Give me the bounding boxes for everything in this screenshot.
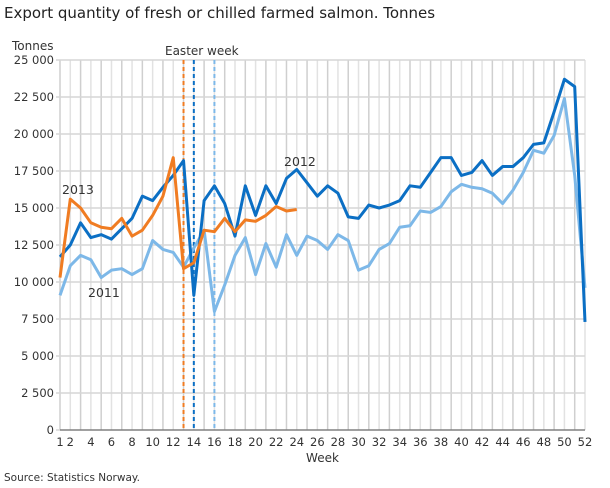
x-tick-label: 30 (351, 435, 366, 449)
y-tick-label: 15 000 (14, 201, 54, 215)
x-tick-label: 36 (413, 435, 428, 449)
y-tick-label: 2 500 (21, 386, 54, 400)
y-tick-label: 17 500 (14, 164, 54, 178)
y-axis-label: Tonnes (11, 39, 53, 53)
x-tick-label: 42 (475, 435, 490, 449)
source-note: Source: Statistics Norway. (4, 472, 140, 484)
x-tick-label: 32 (372, 435, 387, 449)
series-line-2013 (58, 156, 297, 278)
x-tick-label: 4 (87, 435, 94, 449)
y-tick-label: 7 500 (21, 312, 54, 326)
x-tick-label: 10 (145, 435, 160, 449)
series-label-2013: 2013 (62, 182, 94, 197)
y-tick-label: 10 000 (14, 275, 54, 289)
x-tick-label: 22 (269, 435, 284, 449)
series-line-2011 (58, 96, 587, 314)
chart-title: Export quantity of fresh or chilled farm… (4, 4, 436, 22)
y-tick-label: 0 (47, 423, 54, 437)
x-tick-label: 18 (228, 435, 243, 449)
series-label-2011: 2011 (88, 285, 120, 300)
x-tick-label: 34 (392, 435, 407, 449)
x-tick-label: 48 (537, 435, 552, 449)
x-tick-label: 8 (128, 435, 135, 449)
x-tick-label: 52 (578, 435, 593, 449)
x-tick-label: 14 (187, 435, 202, 449)
x-tick-label: 2 (67, 435, 74, 449)
y-tick-label: 5 000 (21, 349, 54, 363)
x-tick-label: 46 (516, 435, 531, 449)
y-tick-label: 20 000 (14, 127, 54, 141)
y-tick-label: 25 000 (14, 53, 54, 67)
x-tick-label: 20 (248, 435, 263, 449)
x-tick-label: 6 (108, 435, 115, 449)
x-tick-label: 26 (310, 435, 325, 449)
x-tick-label: 44 (495, 435, 510, 449)
series-line-2012 (58, 77, 587, 323)
y-tick-label: 12 500 (14, 238, 54, 252)
x-tick-label: 50 (557, 435, 572, 449)
x-tick-label: 24 (289, 435, 304, 449)
easter-week-annotation: Easter week (165, 44, 239, 58)
x-tick-label: 12 (166, 435, 181, 449)
x-axis-label: Week (306, 451, 339, 465)
y-tick-label: 22 500 (14, 90, 54, 104)
series-label-2012: 2012 (284, 154, 316, 169)
x-tick-label: 28 (331, 435, 346, 449)
x-tick-label: 38 (434, 435, 449, 449)
x-tick-label: 40 (454, 435, 469, 449)
x-tick-label: 16 (207, 435, 222, 449)
x-tick-label: 1 (56, 435, 63, 449)
